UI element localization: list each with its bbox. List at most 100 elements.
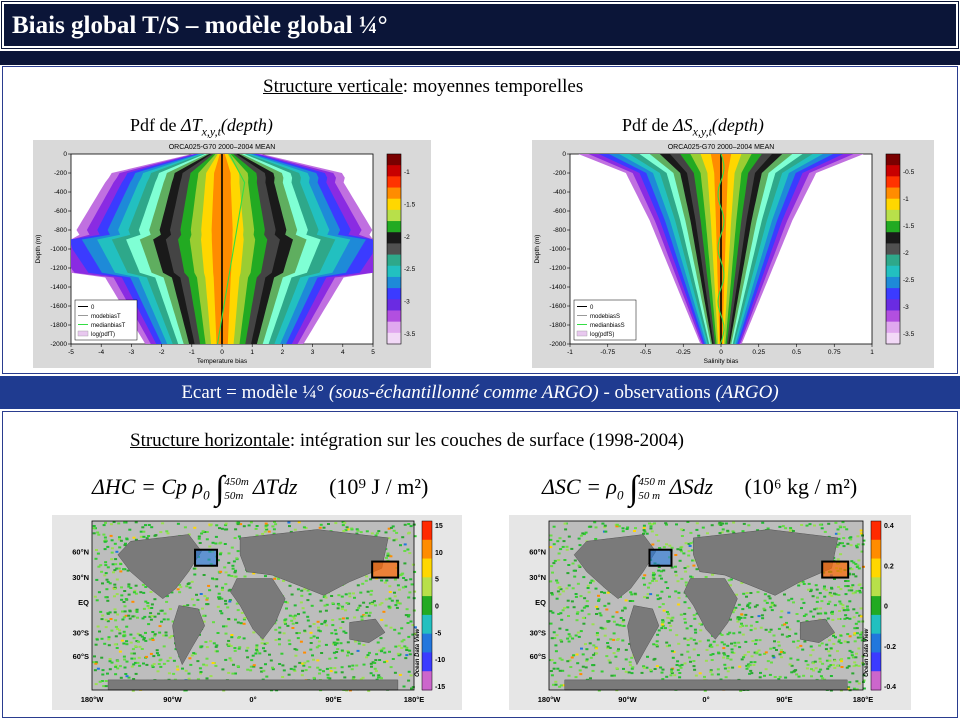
ocean-data-cell [413,590,417,593]
ocean-data-cell [655,645,659,648]
ocean-data-cell [554,644,558,647]
ocean-data-cell [594,538,598,540]
ocean-data-cell [772,634,776,637]
ocean-data-cell [109,534,113,537]
ocean-data-cell [689,625,693,628]
ocean-data-cell [110,629,114,632]
ocean-data-cell [220,612,224,615]
ocean-data-cell [388,591,392,593]
ocean-data-cell [212,642,216,645]
ocean-data-cell [576,611,580,614]
ocean-data-cell [97,533,101,536]
ocean-data-cell [125,625,129,628]
ocean-data-cell [828,591,832,594]
ocean-data-cell [680,577,684,580]
ocean-data-cell [573,575,577,578]
ocean-data-cell [677,596,681,599]
map-y-tick-label: 30°N [529,573,546,582]
ocean-data-cell [670,546,674,549]
colorbar-cell [886,243,900,256]
ocean-data-cell [661,619,665,622]
ocean-data-cell [662,609,666,612]
ocean-data-cell [595,632,599,634]
y-tick-label: -600 [553,208,566,215]
ocean-data-cell [649,527,653,530]
hotspot-fill-atlantic [195,549,218,566]
ocean-data-cell [837,618,841,620]
colorbar-cell [886,187,900,200]
ocean-data-cell [184,669,188,672]
ocean-data-cell [410,687,413,690]
ocean-data-cell [861,662,865,664]
ocean-data-cell [757,615,761,618]
x-tick-label: 0 [719,349,723,356]
ocean-data-cell [237,647,241,650]
ocean-data-cell [292,668,296,671]
ocean-data-cell [397,588,401,591]
ocean-data-cell [779,616,783,619]
ocean-data-cell [649,525,653,528]
ocean-data-cell [750,672,754,675]
ocean-data-cell [618,624,622,627]
ocean-data-cell [737,618,741,621]
ocean-data-cell [608,647,612,649]
ocean-data-cell [375,653,379,656]
y-tick-label: -2000 [50,341,67,348]
ocean-data-cell [556,590,560,593]
ocean-data-cell [831,664,835,666]
ocean-data-cell [812,669,815,672]
ocean-data-cell [120,639,124,642]
ocean-data-cell [288,525,291,528]
ocean-data-cell [753,651,757,654]
ocean-data-cell [855,627,859,630]
ocean-data-cell [249,521,253,524]
ocean-data-cell [103,536,107,539]
ocean-data-cell [100,680,104,682]
map-y-tick-label: 30°S [530,629,546,638]
ocean-data-cell [392,529,396,532]
ocean-data-cell [138,634,142,637]
ocean-data-cell [274,628,278,631]
ocean-data-cell [619,617,623,619]
ocean-data-cell [629,591,633,594]
ocean-data-cell [603,604,607,607]
ocean-data-cell [264,527,268,529]
ocean-data-cell [692,648,696,651]
ocean-data-cell [585,600,589,603]
ocean-data-cell [122,601,126,603]
ocean-data-cell [593,521,597,524]
ocean-data-cell [378,649,382,652]
ocean-data-cell [114,625,118,628]
ocean-data-cell [401,536,405,539]
ocean-data-cell [162,645,166,648]
ocean-data-cell [387,605,391,608]
ocean-data-cell [804,613,808,616]
ocean-data-cell [808,523,812,526]
ocean-data-cell [403,523,407,526]
ocean-data-cell [252,664,256,667]
ocean-data-cell [574,595,578,598]
ocean-data-cell [134,661,137,664]
ocean-data-cell [348,689,352,692]
ocean-data-cell [205,538,209,541]
x-tick-label: 0.75 [828,349,841,356]
ocean-data-cell [732,632,736,635]
ocean-data-cell [844,580,848,582]
ocean-data-cell [858,591,862,594]
colorbar-tick-label: -3.5 [404,331,416,338]
ocean-data-cell [329,670,333,673]
ocean-data-cell [831,610,834,613]
legend-entry: medianbiasT [91,323,126,329]
ocean-data-cell [309,631,313,634]
ocean-data-cell [158,625,162,628]
ocean-data-cell [106,672,109,675]
ocean-data-cell [696,654,700,657]
ocean-data-cell [812,662,815,665]
ocean-data-cell [399,574,403,577]
ocean-data-cell [161,522,165,525]
ocean-data-cell [355,532,359,535]
ocean-data-cell [658,606,662,608]
ocean-data-cell [670,672,674,675]
ocean-data-cell [389,526,393,529]
ocean-data-cell [750,616,754,618]
